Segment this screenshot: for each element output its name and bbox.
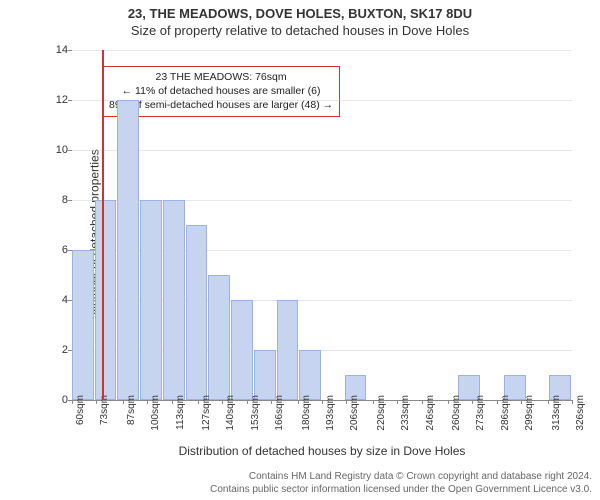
- y-tick-label: 2: [42, 344, 68, 356]
- x-tick-mark: [322, 400, 323, 404]
- histogram-bar: [277, 300, 299, 400]
- x-tick-label: 326sqm: [575, 395, 586, 431]
- x-tick-label: 233sqm: [400, 395, 411, 431]
- x-tick-label: 113sqm: [175, 395, 186, 430]
- x-tick-mark: [373, 400, 374, 404]
- x-tick-mark: [497, 400, 498, 404]
- x-tick-mark: [298, 400, 299, 404]
- x-tick-mark: [397, 400, 398, 404]
- histogram-bar: [72, 250, 94, 400]
- page-title: 23, THE MEADOWS, DOVE HOLES, BUXTON, SK1…: [0, 6, 600, 21]
- annotation-line2: ← 11% of detached houses are smaller (6): [109, 84, 333, 98]
- x-tick-mark: [222, 400, 223, 404]
- x-tick-mark: [147, 400, 148, 404]
- y-tick-label: 6: [42, 244, 68, 256]
- x-tick-mark: [422, 400, 423, 404]
- x-tick-label: 166sqm: [274, 395, 285, 431]
- x-tick-label: 273sqm: [475, 395, 486, 431]
- x-tick-mark: [123, 400, 124, 404]
- x-tick-mark: [448, 400, 449, 404]
- y-tick-label: 4: [42, 294, 68, 306]
- y-tick-label: 0: [42, 394, 68, 406]
- plot-area: 23 THE MEADOWS: 76sqm ← 11% of detached …: [72, 50, 572, 401]
- x-tick-label: 100sqm: [150, 395, 161, 431]
- x-tick-mark: [198, 400, 199, 404]
- x-tick-mark: [172, 400, 173, 404]
- x-tick-mark: [346, 400, 347, 404]
- x-tick-mark: [271, 400, 272, 404]
- y-tick-label: 12: [42, 94, 68, 106]
- x-tick-mark: [521, 400, 522, 404]
- y-tick-label: 10: [42, 144, 68, 156]
- footer-line1: Contains HM Land Registry data © Crown c…: [210, 470, 592, 483]
- x-tick-mark: [472, 400, 473, 404]
- x-tick-label: 153sqm: [250, 395, 261, 431]
- footer-line2: Contains public sector information licen…: [210, 483, 592, 496]
- x-tick-mark: [96, 400, 97, 404]
- histogram-bar: [299, 350, 321, 400]
- x-tick-mark: [572, 400, 573, 404]
- page-subtitle: Size of property relative to detached ho…: [0, 23, 600, 38]
- gridline: [72, 100, 572, 101]
- histogram-bar: [231, 300, 253, 400]
- y-tick-label: 14: [42, 44, 68, 56]
- histogram-bar: [186, 225, 208, 400]
- x-tick-label: 246sqm: [425, 395, 436, 431]
- footer-attribution: Contains HM Land Registry data © Crown c…: [210, 470, 592, 496]
- x-axis-label: Distribution of detached houses by size …: [72, 444, 572, 458]
- histogram-bar: [140, 200, 162, 400]
- x-tick-label: 73sqm: [99, 395, 110, 425]
- x-tick-label: 60sqm: [75, 395, 86, 425]
- gridline: [72, 50, 572, 51]
- x-tick-label: 220sqm: [376, 395, 387, 431]
- x-tick-label: 313sqm: [551, 395, 562, 431]
- x-tick-label: 180sqm: [301, 395, 312, 431]
- x-tick-label: 299sqm: [524, 395, 535, 431]
- x-tick-label: 87sqm: [126, 395, 137, 425]
- gridline: [72, 150, 572, 151]
- histogram-bar: [163, 200, 185, 400]
- histogram-bar: [254, 350, 276, 400]
- x-tick-mark: [72, 400, 73, 404]
- property-marker-line: [102, 50, 104, 400]
- x-tick-mark: [548, 400, 549, 404]
- x-tick-label: 193sqm: [325, 395, 336, 431]
- histogram-bar: [208, 275, 230, 400]
- x-tick-label: 127sqm: [201, 395, 212, 431]
- x-tick-label: 286sqm: [500, 395, 511, 431]
- chart-container: Number of detached properties 23 THE MEA…: [52, 50, 572, 420]
- y-tick-label: 8: [42, 194, 68, 206]
- x-tick-label: 140sqm: [225, 395, 236, 431]
- annotation-line1: 23 THE MEADOWS: 76sqm: [109, 70, 333, 84]
- histogram-bar: [95, 200, 117, 400]
- histogram-bar: [117, 100, 139, 400]
- x-tick-label: 260sqm: [451, 395, 462, 431]
- x-tick-label: 206sqm: [349, 395, 360, 431]
- x-tick-mark: [247, 400, 248, 404]
